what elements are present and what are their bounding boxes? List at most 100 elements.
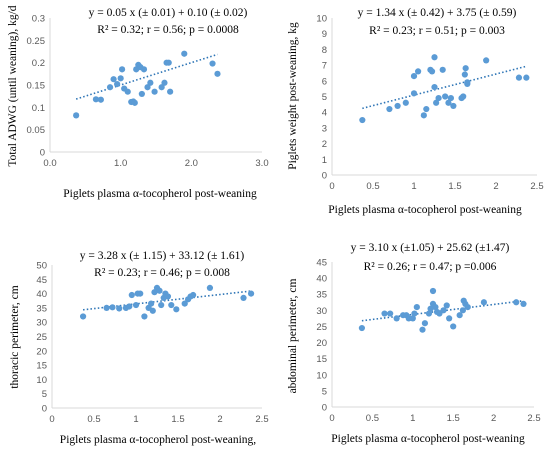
y-tick-label: 5 [42, 389, 47, 400]
data-point [464, 304, 471, 311]
data-point [140, 66, 148, 73]
chart-3: 0 5 10 15 20 25 30 35 40 45 50 0 0.5 1 1.5 2 2.5 y = 3.28… [9, 250, 269, 446]
data-point [442, 93, 449, 100]
y-tick-label: 45 [36, 275, 47, 286]
data-point [460, 93, 467, 100]
data-point [520, 300, 527, 307]
data-point [103, 304, 110, 311]
data-point [394, 102, 401, 110]
data-point [144, 84, 151, 91]
regression-equation: y = 3.10 x (±1.05) + 25.62 (±1.47) [351, 242, 510, 254]
x-tick-label: 1 [410, 413, 415, 424]
x-tick-label: 0.5 [87, 414, 100, 425]
data-point [411, 310, 418, 317]
data-point [247, 290, 255, 297]
data-point [117, 75, 124, 82]
y-tick-label: 25 [316, 322, 327, 333]
data-point [214, 70, 221, 77]
data-point [190, 291, 197, 299]
data-point [126, 303, 133, 310]
x-tick-label: 2 [217, 414, 222, 425]
y-tick-label: 5 [322, 386, 327, 397]
data-point [431, 83, 438, 91]
data-point [240, 294, 247, 301]
data-point [480, 299, 488, 306]
y-axis-label: Piglets weight post-weaning, kg [287, 22, 299, 170]
data-point [435, 94, 442, 102]
data-point [445, 99, 452, 106]
data-point [168, 301, 175, 309]
data-point [359, 116, 366, 124]
x-tick-label: 2.5 [255, 414, 268, 425]
data-point [427, 305, 434, 312]
y-tick-label: 0.1 [32, 103, 45, 114]
chart-1: 0 0.05 0.1 0.15 0.2 0.25 0.3 0.0 1.0 2.0 3.0 y = 0.… [7, 5, 269, 200]
data-point [138, 90, 145, 98]
data-point [523, 74, 530, 81]
data-point [358, 324, 365, 332]
y-tick-label: 0 [322, 403, 327, 414]
data-point [410, 90, 418, 97]
data-point [439, 66, 446, 73]
data-point [161, 79, 168, 86]
x-tick-label: 0.5 [366, 181, 379, 192]
y-axis-label: thoracic perimeter, cm [9, 285, 21, 388]
x-tick-label: 2.5 [527, 413, 540, 424]
y-tick-label: 3 [322, 123, 327, 134]
y-tick-label: 40 [36, 289, 47, 300]
x-axis-label: Piglets plasma α-tocopherol post-weaning [328, 204, 522, 216]
y-tick-label: 0.25 [27, 36, 46, 47]
data-point [420, 112, 427, 119]
data-point [433, 99, 440, 106]
data-point [410, 72, 418, 80]
x-tick-label: 1 [411, 181, 416, 192]
data-point [79, 313, 87, 320]
x-tick-label: 0 [49, 414, 54, 425]
data-point [447, 94, 454, 102]
y-tick-label: 40 [316, 274, 327, 285]
y-tick-label: 30 [36, 318, 47, 329]
data-point [402, 99, 409, 106]
y-tick-label: 7 [322, 61, 327, 72]
trend-line [75, 53, 218, 100]
data-point [415, 68, 422, 75]
data-point [413, 304, 420, 311]
data-point [106, 84, 114, 91]
regression-stats: R² = 0.32; r = 0.56; p = 0.0008 [97, 24, 239, 36]
data-point [124, 88, 131, 95]
data-point [118, 66, 126, 73]
y-tick-label: 25 [36, 332, 47, 343]
x-axis-label: Piglets plasma α-tocopherol post-weaning [331, 433, 525, 445]
y-tick-label: 0.3 [32, 14, 45, 25]
data-point [461, 71, 468, 78]
data-point [450, 323, 457, 330]
x-tick-label: 1 [133, 414, 138, 425]
data-point [425, 310, 433, 317]
x-tick-label: 0 [329, 413, 334, 424]
data-point [393, 315, 400, 322]
data-point [483, 57, 490, 64]
data-point [110, 76, 117, 83]
data-point [462, 65, 469, 72]
data-point [387, 310, 394, 317]
data-point [151, 88, 158, 95]
data-point [158, 84, 165, 91]
y-tick-label: 5 [322, 92, 327, 103]
data-point [97, 96, 104, 103]
y-tick-label: 45 [316, 258, 327, 269]
y-tick-label: 10 [36, 375, 47, 386]
data-point [164, 293, 172, 300]
data-point [440, 307, 447, 314]
y-axis-label: Total ADWG (until weaning), kg/d [7, 5, 19, 166]
data-point [459, 307, 466, 314]
regression-stats: R² = 0.23; r = 0.51; p = 0.003 [369, 25, 505, 37]
y-tick-label: 0.15 [27, 81, 46, 92]
data-point [149, 307, 156, 314]
data-point [165, 59, 172, 66]
y-tick-label: 35 [316, 290, 327, 301]
y-tick-label: 0.05 [27, 125, 46, 136]
data-point [92, 96, 100, 103]
data-point [132, 301, 140, 309]
data-point [515, 74, 523, 81]
data-point [114, 81, 121, 88]
